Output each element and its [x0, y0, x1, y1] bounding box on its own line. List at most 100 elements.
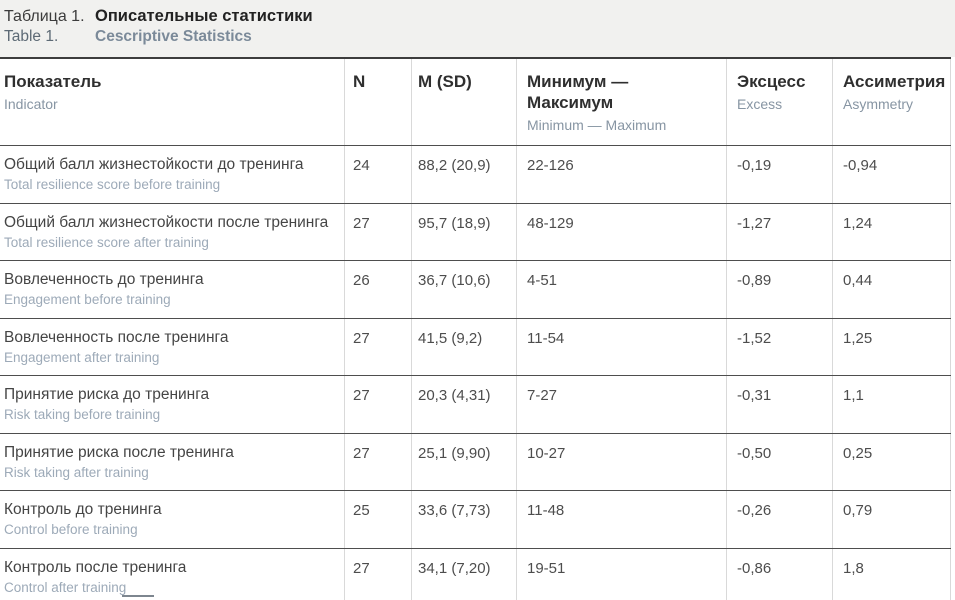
m-sd-value-cell: 36,7 (10,6) — [412, 261, 517, 318]
caption-title-en: Cescriptive Statistics — [95, 28, 252, 45]
min-max-value: 22-126 — [527, 157, 574, 174]
bottom-edge-artifact — [122, 595, 154, 597]
statistics-table: Показатель Indicator N M (SD) Минимум — … — [0, 57, 951, 600]
indicator-cell: Вовлеченность до тренинга Engagement befo… — [0, 261, 345, 318]
indicator-cell: Общий балл жизнестойкости до тренинга Tot… — [0, 146, 345, 203]
caption-label-en: Table 1. — [4, 28, 59, 45]
m-sd-value: 33,6 (7,73) — [418, 502, 491, 519]
indicator-ru: Принятие риска после тренинга — [4, 443, 234, 461]
n-value-cell: 25 — [345, 491, 412, 548]
m-sd-value: 25,1 (9,90) — [418, 444, 491, 462]
excess-value-cell: -0,26 — [727, 491, 833, 548]
excess-value: -0,26 — [737, 502, 772, 519]
table-row: Вовлеченность до тренинга Engagement befo… — [0, 260, 951, 318]
header-cell-min-max: Минимум — Максимум Minimum — Maximum — [517, 59, 727, 145]
m-sd-value-cell: 95,7 (18,9) — [412, 203, 517, 260]
excess-value-cell: -1,27 — [727, 203, 833, 260]
n-value-cell: 24 — [345, 146, 412, 203]
asymmetry-value-cell: 1,25 — [833, 318, 951, 375]
indicator-en: Engagement before training — [4, 292, 171, 307]
n-value-cell: 27 — [345, 433, 412, 490]
m-sd-value: 88,2 (20,9) — [418, 157, 491, 174]
asymmetry-value-cell: 1,24 — [833, 203, 951, 260]
n-value: 26 — [353, 272, 370, 289]
excess-value-cell: -0,31 — [727, 376, 833, 433]
excess-value: -0,86 — [737, 559, 772, 577]
asymmetry-value-cell: -0,94 — [833, 146, 951, 203]
min-max-value-cell: 10-27 — [517, 433, 727, 490]
indicator-cell: Контроль после тренинга Control after tra… — [0, 548, 345, 600]
excess-value-cell: -0,19 — [727, 146, 833, 203]
asymmetry-value-cell: 0,44 — [833, 261, 951, 318]
excess-value-cell: -1,52 — [727, 318, 833, 375]
excess-value: -0,19 — [737, 157, 772, 174]
min-max-value-cell: 7-27 — [517, 376, 727, 433]
min-max-value-cell: 22-126 — [517, 146, 727, 203]
m-sd-value: 34,1 (7,20) — [418, 559, 491, 577]
asymmetry-value: 1,8 — [843, 559, 864, 577]
excess-value: -0,89 — [737, 272, 772, 289]
caption-label-ru: Таблица 1. — [4, 8, 85, 25]
caption-line-ru: Таблица 1. Описательные статистики — [4, 6, 955, 27]
n-value: 27 — [353, 387, 370, 404]
indicator-en: Engagement after training — [4, 349, 160, 365]
asymmetry-value: 0,44 — [843, 272, 873, 289]
excess-value: -0,31 — [737, 387, 772, 404]
indicator-ru: Вовлеченность до тренинга — [4, 271, 204, 288]
header-asymmetry-en: Asymmetry — [843, 96, 913, 112]
header-m-sd: M (SD) — [418, 72, 472, 91]
table-row: Принятие риска после тренинга Risk taking… — [0, 432, 951, 490]
min-max-value: 11-48 — [527, 502, 565, 519]
caption-line-en: Table 1. Cescriptive Statistics — [4, 27, 955, 47]
min-max-value-cell: 4-51 — [517, 261, 727, 318]
header-cell-n: N — [345, 59, 412, 145]
header-excess-en: Excess — [737, 96, 783, 112]
n-value: 27 — [353, 444, 370, 462]
header-min-max-ru: Минимум — Максимум — [527, 72, 629, 112]
m-sd-value-cell: 20,3 (4,31) — [412, 376, 517, 433]
n-value: 27 — [353, 329, 370, 347]
asymmetry-value-cell: 0,25 — [833, 433, 951, 490]
indicator-en: Risk taking before training — [4, 407, 161, 422]
min-max-value: 48-129 — [527, 214, 574, 232]
indicator-en: Total resilience score before training — [4, 177, 221, 192]
min-max-value: 11-54 — [527, 329, 565, 347]
indicator-ru: Общий балл жизнестойкости после тренинга — [4, 213, 329, 231]
excess-value-cell: -0,50 — [727, 433, 833, 490]
min-max-value-cell: 19-51 — [517, 548, 727, 600]
n-value-cell: 27 — [345, 203, 412, 260]
table-row: Общий балл жизнестойкости после тренинга… — [0, 202, 951, 260]
n-value: 24 — [353, 157, 370, 174]
n-value-cell: 27 — [345, 318, 412, 375]
m-sd-value-cell: 41,5 (9,2) — [412, 318, 517, 375]
indicator-ru: Вовлеченность после тренинга — [4, 328, 229, 346]
indicator-en: Risk taking after training — [4, 464, 149, 480]
min-max-value-cell: 11-48 — [517, 491, 727, 548]
asymmetry-value: -0,94 — [843, 157, 878, 174]
asymmetry-value: 0,25 — [843, 444, 873, 462]
asymmetry-value: 1,1 — [843, 387, 864, 404]
header-cell-asymmetry: Ассиметрия Asymmetry — [833, 59, 951, 145]
table-header-row: Показатель Indicator N M (SD) Минимум — … — [0, 57, 951, 145]
asymmetry-value: 1,24 — [843, 214, 873, 232]
asymmetry-value-cell: 0,79 — [833, 491, 951, 548]
header-excess-ru: Эксцесс — [737, 72, 806, 91]
indicator-ru: Контроль после тренинга — [4, 558, 187, 576]
table-caption: Таблица 1. Описательные статистики Table … — [0, 0, 955, 57]
caption-title-ru: Описательные статистики — [95, 7, 313, 25]
n-value-cell: 27 — [345, 548, 412, 600]
indicator-en: Control before training — [4, 522, 138, 537]
m-sd-value: 41,5 (9,2) — [418, 329, 483, 347]
indicator-cell: Вовлеченность после тренинга Engagement a… — [0, 318, 345, 375]
min-max-value: 7-27 — [527, 387, 558, 404]
indicator-cell: Общий балл жизнестойкости после тренинга… — [0, 203, 345, 260]
m-sd-value-cell: 88,2 (20,9) — [412, 146, 517, 203]
indicator-ru: Общий балл жизнестойкости до тренинга — [4, 156, 304, 173]
min-max-value: 10-27 — [527, 444, 566, 462]
min-max-value: 4-51 — [527, 272, 558, 289]
header-indicator-ru: Показатель — [4, 72, 102, 91]
indicator-en: Control after training — [4, 579, 127, 595]
n-value-cell: 26 — [345, 261, 412, 318]
asymmetry-value: 0,79 — [843, 502, 873, 519]
